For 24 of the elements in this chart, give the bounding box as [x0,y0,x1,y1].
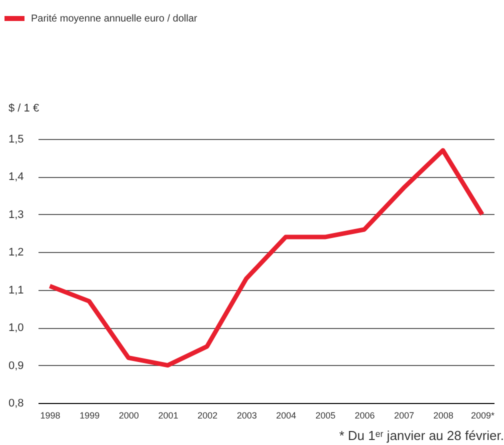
x-tick-label: 2005 [315,410,336,420]
x-tick-label: 2008 [433,410,454,420]
x-tick-label: 2001 [158,410,178,420]
x-tick-label: 2004 [276,410,296,420]
y-axis-title: $ / 1 € [8,102,40,114]
y-tick-label: 0,8 [8,398,24,410]
legend-label: Parité moyenne annuelle euro / dollar [31,14,198,24]
y-tick-label: 1,1 [8,284,24,296]
y-tick-label: 1,2 [8,246,24,259]
y-tick-label: 1,0 [8,322,24,334]
x-tick-label: 1999 [80,410,100,420]
x-tick-label: 2002 [198,410,218,420]
text: * Du 1ᵉʳ janvier au 28 février. [339,428,504,443]
y-tick-label: 1,3 [8,208,24,221]
y-tick-label: 0,9 [8,360,24,372]
x-tick-label: 2006 [354,410,375,420]
y-tick-label: 1,4 [8,171,24,184]
y-tick-label: 1,5 [8,134,24,146]
x-tick-label: 2007 [394,410,414,420]
line-series [48,148,484,368]
x-tick-label: 2003 [236,410,257,420]
x-tick-label: 2000 [118,410,139,420]
x-tick-label: 2009* [470,410,495,420]
x-tick-label: 1998 [40,410,60,420]
